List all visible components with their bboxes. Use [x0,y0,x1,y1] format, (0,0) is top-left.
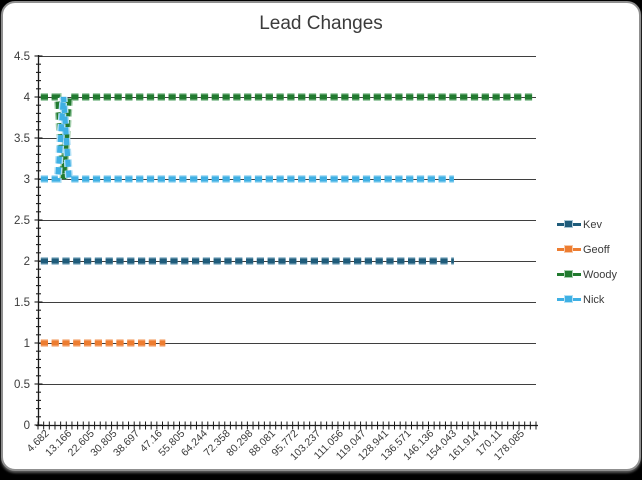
x-axis[interactable] [36,421,538,430]
legend-label: Kev [583,218,602,231]
y-gridlines [38,56,536,426]
series-stroke [40,94,534,180]
legend-marker-icon [557,270,581,279]
y-tick-label: 1.5 [14,297,30,309]
series-line-nick[interactable] [40,96,454,183]
chart-title[interactable]: Lead Changes [259,13,383,34]
legend-marker-icon [557,295,581,304]
legend-item-nick[interactable]: Nick [557,287,637,312]
legend[interactable]: Kev Geoff Woody Nick [557,212,637,312]
series-line-woody[interactable] [40,93,534,180]
y-tick-label: 2.5 [14,215,30,227]
legend-label: Geoff [583,243,610,256]
legend-item-woody[interactable]: Woody [557,262,637,287]
legend-item-kev[interactable]: Kev [557,212,637,237]
y-tick-label: 3.5 [14,133,30,145]
y-axis[interactable] [34,55,43,426]
legend-marker-icon [557,245,581,254]
y-tick-labels: 4.5 4 3.5 3 2.5 2 1.5 1 0.5 0 [14,51,31,432]
legend-label: Woody [583,268,618,281]
series-stroke [40,96,454,182]
y-tick-label: 2 [24,256,30,268]
y-tick-label: 4.5 [14,51,30,63]
legend-label: Nick [583,293,605,306]
y-tick-label: 1 [24,338,30,350]
x-tick-label: 38.697 [111,428,142,459]
y-tick-label: 4 [24,92,31,104]
legend-item-geoff[interactable]: Geoff [557,237,637,262]
x-tick-labels: 4.68213.16622.60530.80538.69747.1655.805… [25,428,528,463]
y-tick-label: 0 [24,420,30,432]
chart-frame[interactable] [1,1,641,471]
y-tick-label: 3 [24,174,30,186]
y-tick-label: 0.5 [14,379,30,391]
legend-marker-icon [557,220,581,229]
